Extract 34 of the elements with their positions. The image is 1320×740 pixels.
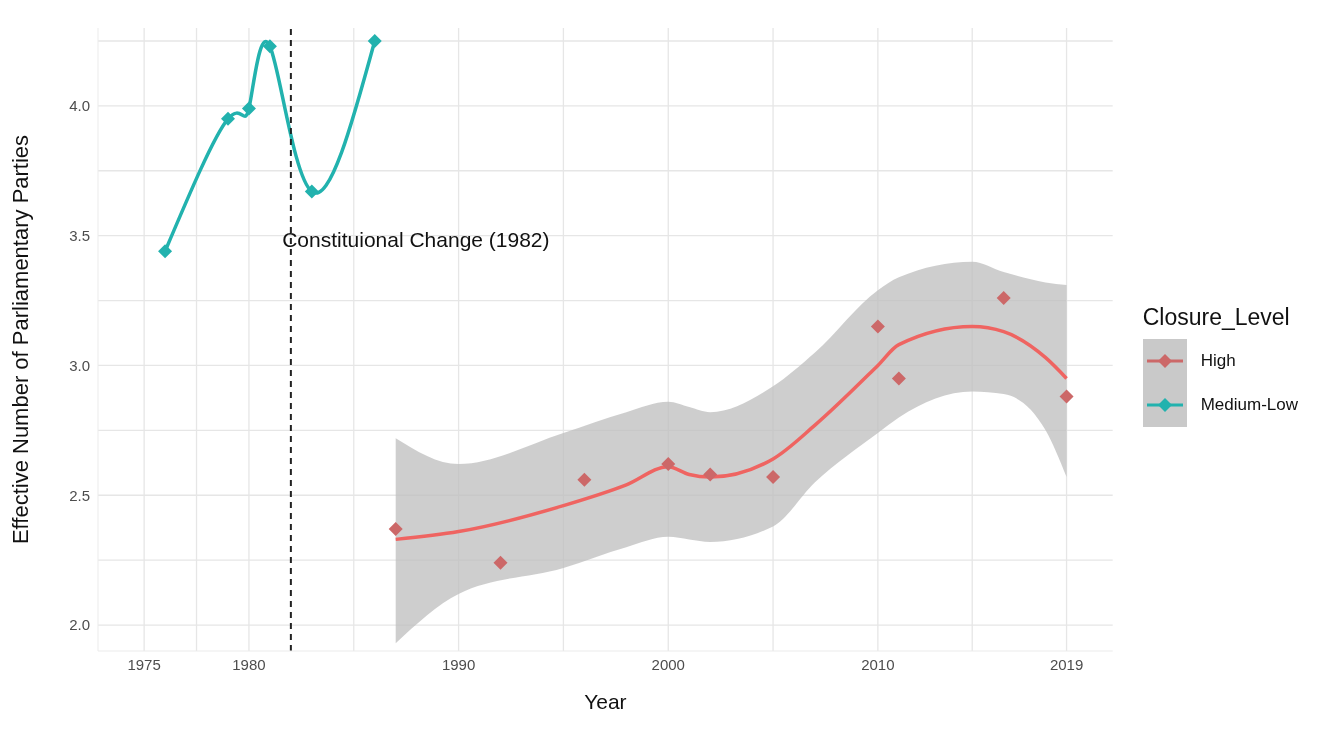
y-tick-label: 3.0	[69, 356, 90, 374]
legend-label: High	[1200, 351, 1236, 371]
point	[1059, 389, 1074, 404]
y-tick-label: 4.0	[69, 97, 90, 115]
point	[661, 457, 676, 472]
y-tick-label: 3.5	[69, 226, 90, 244]
point	[220, 111, 235, 126]
point	[703, 467, 718, 482]
point	[870, 319, 885, 334]
x-tick-label: 1980	[232, 655, 266, 673]
point	[304, 184, 319, 199]
x-tick-label: 2019	[1049, 655, 1084, 673]
y-tick-label: 2.5	[69, 486, 90, 504]
x-tick-label: 2010	[861, 655, 895, 673]
point	[367, 33, 382, 48]
x-axis-title: Year	[584, 690, 627, 713]
point	[241, 101, 256, 116]
point	[158, 244, 173, 259]
x-tick-label: 2000	[651, 655, 685, 673]
x-tick-label: 1990	[441, 655, 476, 673]
point	[388, 522, 403, 536]
point	[766, 470, 781, 485]
point	[891, 371, 906, 386]
point	[262, 39, 277, 54]
legend-title: Closure_Level	[1142, 304, 1291, 331]
x-tick-label: 1975	[127, 655, 161, 673]
point	[996, 290, 1011, 305]
line-series	[393, 324, 1069, 542]
point	[493, 555, 508, 570]
y-tick-label: 2.0	[69, 616, 90, 634]
y-axis-title: Effective Number of Parliamentary Parties	[7, 134, 33, 545]
legend-label: Medium-Low	[1200, 395, 1298, 415]
ref-line-label: Constituional Change (1982)	[282, 228, 550, 252]
point	[577, 472, 592, 487]
